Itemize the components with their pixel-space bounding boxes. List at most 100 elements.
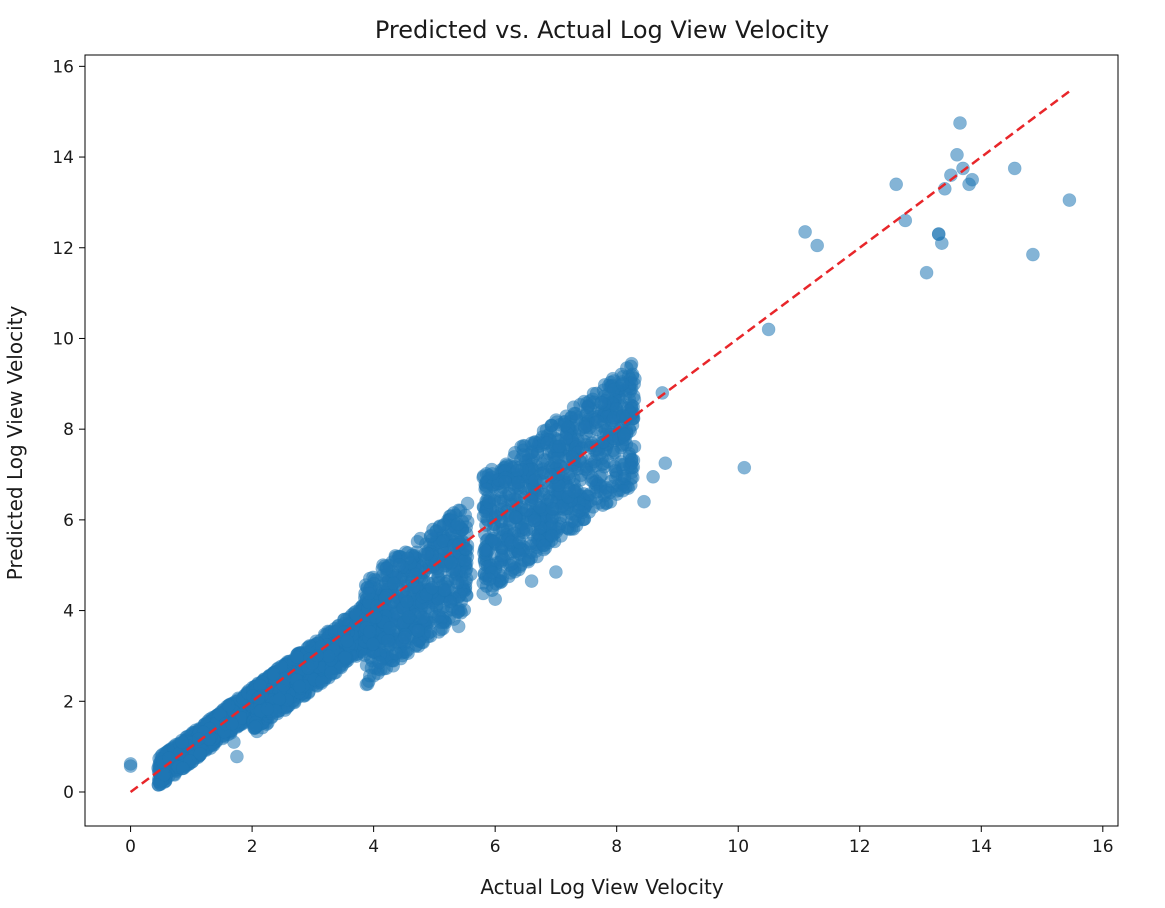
data-point: [524, 574, 539, 588]
data-point: [410, 534, 425, 549]
data-point: [381, 633, 395, 648]
data-point: [577, 434, 592, 449]
data-point: [658, 456, 673, 471]
data-point: [225, 716, 239, 731]
data-point: [397, 630, 412, 645]
x-tick-label: 16: [1092, 837, 1114, 857]
data-point: [389, 646, 403, 661]
data-point: [508, 510, 522, 525]
y-tick-label: 6: [63, 511, 74, 531]
x-tick-label: 10: [727, 837, 749, 857]
data-point: [572, 504, 586, 518]
y-tick-label: 4: [63, 602, 74, 622]
data-point: [175, 735, 189, 750]
data-point: [590, 414, 605, 429]
data-point: [432, 519, 447, 534]
data-point: [444, 555, 458, 570]
data-point: [637, 494, 651, 509]
data-point: [567, 484, 581, 499]
data-point: [594, 395, 609, 410]
data-point: [485, 583, 499, 598]
data-point: [366, 637, 380, 651]
data-point: [592, 447, 607, 462]
data-point: [810, 238, 825, 253]
data-point: [362, 624, 377, 639]
data-point: [409, 638, 424, 652]
data-point: [616, 462, 630, 476]
data-point: [544, 468, 558, 482]
data-point: [451, 604, 466, 619]
data-point: [340, 634, 355, 648]
data-point: [965, 172, 980, 187]
data-point: [450, 575, 465, 590]
data-point: [260, 702, 275, 716]
data-point: [485, 467, 500, 481]
data-point: [321, 649, 336, 663]
data-point: [545, 501, 560, 516]
data-point: [157, 767, 172, 782]
y-tick-label: 14: [52, 148, 74, 168]
data-point: [266, 667, 281, 682]
data-point: [552, 439, 567, 454]
data-point: [450, 517, 465, 531]
y-tick-label: 2: [63, 692, 74, 712]
data-point: [443, 594, 457, 609]
data-point: [248, 720, 262, 735]
data-point: [1026, 247, 1040, 262]
data-point: [379, 561, 394, 576]
data-point: [382, 621, 397, 635]
data-point: [392, 557, 407, 572]
data-point: [411, 624, 426, 638]
data-point: [420, 546, 435, 561]
x-tick-label: 12: [849, 837, 871, 857]
data-point: [337, 612, 351, 627]
data-point: [193, 746, 207, 761]
data-point: [950, 148, 964, 162]
data-point: [931, 227, 946, 241]
data-point: [1062, 193, 1077, 207]
data-point: [302, 639, 317, 653]
data-point: [517, 553, 532, 568]
data-point: [953, 116, 967, 130]
data-point: [338, 650, 352, 665]
data-point: [292, 679, 307, 694]
data-point: [457, 553, 472, 568]
data-point: [360, 677, 375, 691]
x-tick-label: 0: [125, 837, 136, 857]
plot-area-frame: [84, 54, 1119, 827]
data-point: [425, 580, 439, 595]
data-point: [477, 542, 492, 557]
data-point: [617, 427, 632, 442]
data-point: [221, 698, 236, 713]
data-point: [568, 406, 583, 421]
data-point: [175, 761, 190, 776]
data-point: [458, 508, 473, 523]
data-point: [1007, 161, 1022, 176]
data-point: [537, 538, 552, 553]
data-point: [615, 377, 630, 391]
x-axis-label: Actual Log View Velocity: [480, 875, 724, 899]
data-point: [451, 619, 466, 634]
data-point: [290, 650, 305, 665]
data-point: [601, 422, 616, 437]
data-point: [476, 509, 491, 524]
data-point: [386, 658, 401, 673]
x-tick-label: 6: [490, 837, 501, 857]
data-point: [510, 463, 525, 478]
data-point: [227, 735, 241, 749]
x-tick-label: 8: [611, 837, 622, 857]
data-point: [437, 583, 452, 597]
data-point: [544, 528, 559, 543]
data-point: [889, 177, 904, 192]
data-point: [589, 491, 604, 506]
data-point: [565, 513, 579, 528]
data-point: [230, 749, 244, 764]
data-point: [191, 732, 206, 746]
data-point: [737, 460, 752, 475]
data-point: [761, 322, 776, 337]
y-tick-label: 10: [52, 329, 74, 349]
data-point: [310, 648, 324, 663]
data-point: [423, 528, 438, 543]
x-tick-label: 14: [970, 837, 992, 857]
data-point: [956, 161, 970, 176]
